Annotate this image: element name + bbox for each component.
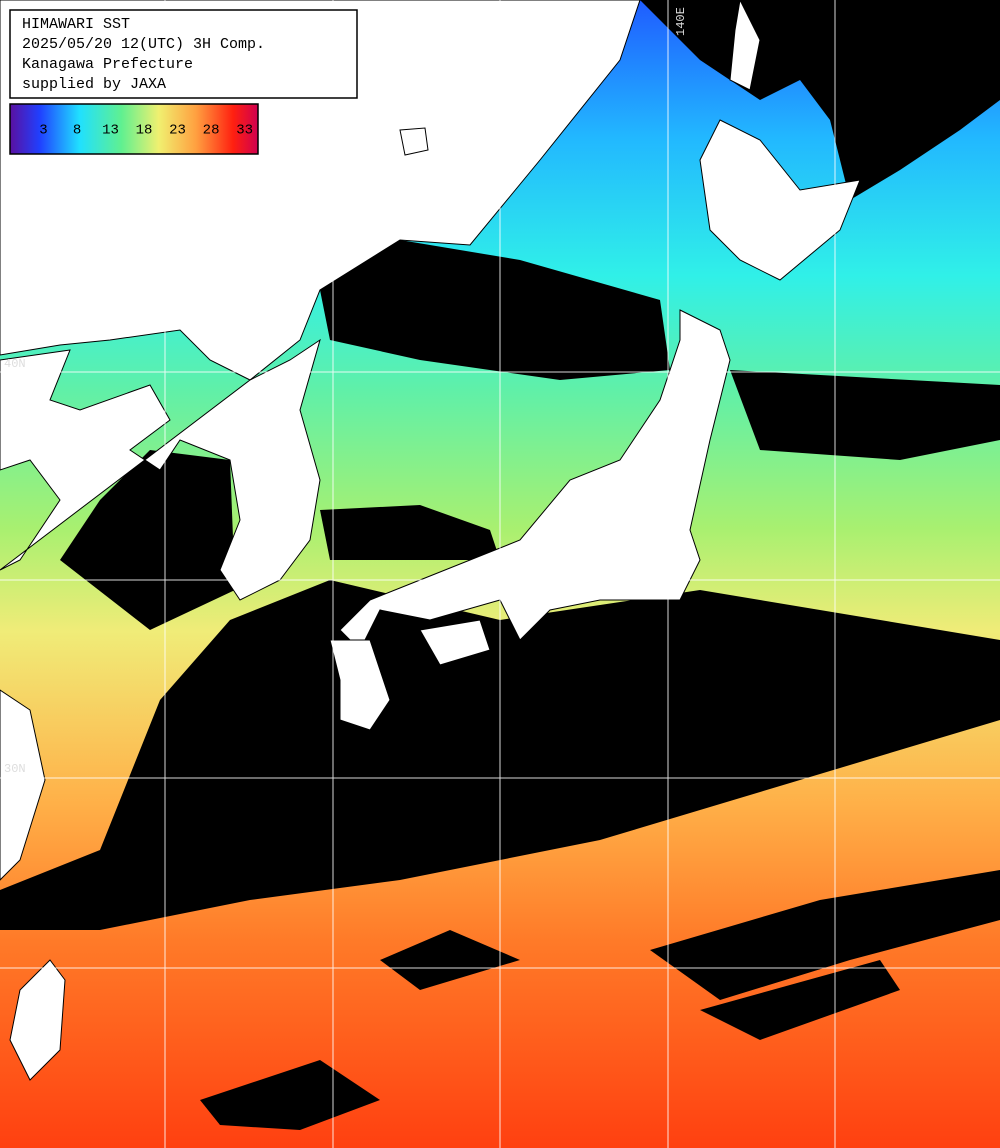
lon-label: 140E bbox=[674, 7, 688, 36]
title-line: 2025/05/20 12(UTC) 3H Comp. bbox=[22, 36, 265, 53]
colorbar-tick-label: 3 bbox=[39, 123, 47, 139]
colorbar-tick-label: 13 bbox=[102, 123, 119, 139]
title-box: HIMAWARI SST 2025/05/20 12(UTC) 3H Comp.… bbox=[9, 9, 358, 99]
lat-label: 40N bbox=[4, 357, 26, 371]
title-line: Kanagawa Prefecture bbox=[22, 56, 193, 73]
title-line: HIMAWARI SST bbox=[22, 16, 130, 33]
lat-label: 30N bbox=[4, 762, 26, 776]
colorbar-tick-label: 23 bbox=[169, 123, 186, 139]
colorbar: 3 8 13 18 23 28 33 bbox=[9, 103, 259, 155]
colorbar-tick-label: 18 bbox=[136, 123, 153, 139]
colorbar-tick-label: 8 bbox=[73, 123, 81, 139]
title-line: supplied by JAXA bbox=[22, 76, 166, 93]
colorbar-tick-label: 28 bbox=[203, 123, 220, 139]
colorbar-tick-label: 33 bbox=[236, 123, 253, 139]
